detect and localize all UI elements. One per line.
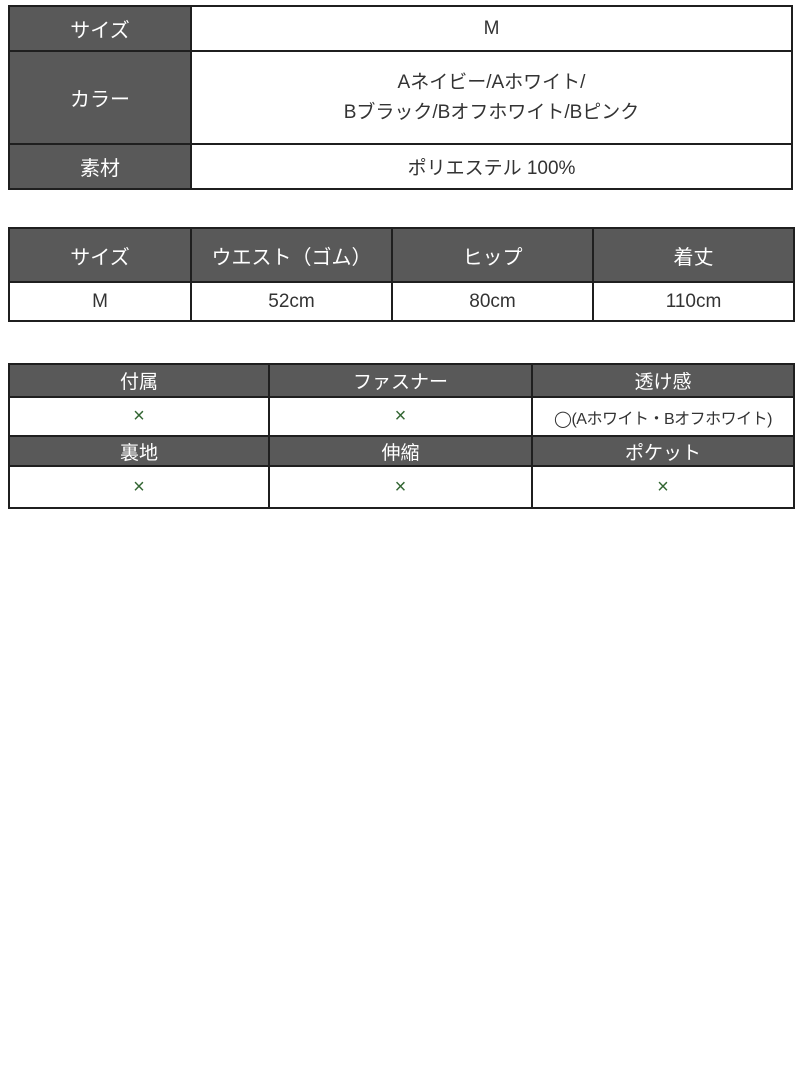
spec-value-color: Aネイビー/Aホワイト/ Bブラック/Bオフホワイト/Bピンク [190, 50, 793, 145]
table-header-row: 裏地 伸縮 ポケット [8, 435, 795, 467]
table-row: サイズ M [8, 5, 793, 52]
feature-value-accessory: × [8, 396, 270, 437]
table-row: × × × [8, 465, 795, 509]
feature-header-pocket: ポケット [531, 435, 795, 467]
size-chart-value-size: M [8, 281, 192, 322]
spec-table: サイズ M カラー Aネイビー/Aホワイト/ Bブラック/Bオフホワイト/Bピン… [8, 5, 793, 190]
features-table: 付属 ファスナー 透け感 × × ◯(Aホワイト・Bオフホワイト) 裏地 伸縮 … [8, 363, 795, 509]
feature-header-sheerness: 透け感 [531, 363, 795, 398]
feature-header-zipper: ファスナー [268, 363, 533, 398]
table-header-row: 付属 ファスナー 透け感 [8, 363, 795, 398]
size-chart-value-hip: 80cm [391, 281, 594, 322]
feature-header-accessory: 付属 [8, 363, 270, 398]
feature-header-stretch: 伸縮 [268, 435, 533, 467]
feature-value-pocket: × [531, 465, 795, 509]
table-row: M 52cm 80cm 110cm [8, 281, 795, 322]
size-chart-table: サイズ ウエスト（ゴム） ヒップ 着丈 M 52cm 80cm 110cm [8, 227, 795, 322]
feature-value-stretch: × [268, 465, 533, 509]
size-chart-header-size: サイズ [8, 227, 192, 283]
table-row: × × ◯(Aホワイト・Bオフホワイト) [8, 396, 795, 437]
spec-label-size: サイズ [8, 5, 192, 52]
table-header-row: サイズ ウエスト（ゴム） ヒップ 着丈 [8, 227, 795, 283]
size-chart-value-length: 110cm [592, 281, 795, 322]
size-chart-header-hip: ヒップ [391, 227, 594, 283]
feature-value-lining: × [8, 465, 270, 509]
feature-value-zipper: × [268, 396, 533, 437]
spec-value-size: M [190, 5, 793, 52]
spec-value-material: ポリエステル 100% [190, 143, 793, 190]
table-row: カラー Aネイビー/Aホワイト/ Bブラック/Bオフホワイト/Bピンク [8, 50, 793, 145]
feature-header-lining: 裏地 [8, 435, 270, 467]
size-chart-value-waist: 52cm [190, 281, 393, 322]
size-chart-header-length: 着丈 [592, 227, 795, 283]
spec-label-material: 素材 [8, 143, 192, 190]
size-chart-header-waist: ウエスト（ゴム） [190, 227, 393, 283]
spec-label-color: カラー [8, 50, 192, 145]
table-row: 素材 ポリエステル 100% [8, 143, 793, 190]
feature-value-sheerness: ◯(Aホワイト・Bオフホワイト) [531, 396, 795, 437]
